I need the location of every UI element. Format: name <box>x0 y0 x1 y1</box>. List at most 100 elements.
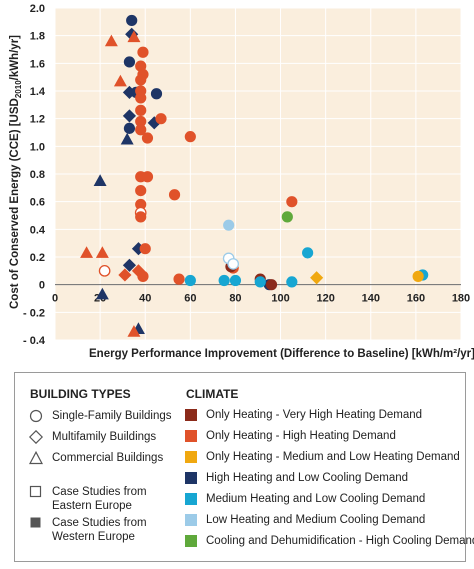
legend-label: Only Heating - Very High Heating Demand <box>206 409 423 421</box>
x-tick-label: 140 <box>362 293 380 305</box>
x-tick-label: 60 <box>184 293 196 305</box>
legend-climate-title: CLIMATE <box>186 387 239 401</box>
data-point-circle <box>227 258 240 270</box>
color-swatch-icon <box>185 514 197 526</box>
open-square-icon <box>29 485 43 499</box>
data-point-circle <box>184 131 196 143</box>
data-point-circle <box>123 122 136 134</box>
legend-label: High Heating and Low Cooling Demand <box>206 472 409 484</box>
x-tick-label: 80 <box>229 293 241 305</box>
data-point-circle <box>150 88 163 100</box>
data-point-triangle <box>104 34 118 47</box>
data-point-triangle <box>127 325 141 337</box>
legend-label: Only Heating - Medium and Low Heating De… <box>206 451 460 463</box>
open-triangle-icon <box>29 451 43 465</box>
data-point-circle <box>141 132 154 144</box>
y-axis-ticks: - 0.4 - 0.2 0 0.2 0.4 0.6 0.8 1.0 1.2 1.4 1.6 1.8 2.… <box>23 3 46 347</box>
x-tick-label: 0 <box>52 293 58 305</box>
data-point-triangle <box>95 287 109 300</box>
x-tick-label: 180 <box>452 293 470 305</box>
data-point-diamond <box>122 258 136 272</box>
x-tick-label: 40 <box>139 293 151 305</box>
data-point-circle <box>98 264 111 277</box>
data-point-circle <box>218 274 230 287</box>
y-tick-label: - 0.4 <box>23 335 46 347</box>
data-point-circle <box>135 211 147 223</box>
data-point-triangle <box>95 246 109 258</box>
color-swatch-icon <box>185 451 197 463</box>
data-point-circle <box>137 46 149 58</box>
legend-label: Medium Heating and Low Cooling Demand <box>206 493 426 505</box>
legend-label: Case Studies from Western Europe <box>52 517 147 543</box>
legend-item-climate: Medium Heating and Low Cooling Demand <box>185 493 425 505</box>
data-point-circle <box>135 104 147 116</box>
legend: BUILDING TYPES CLIMATE Single-Family Bui… <box>14 372 474 562</box>
data-point-circle <box>302 247 314 259</box>
legend-item-eastern-europe: Case Studies from Eastern Europe <box>29 485 147 513</box>
data-point-triangle <box>80 246 94 258</box>
data-point-triangle <box>113 74 127 87</box>
data-point-triangle <box>127 30 141 43</box>
legend-item-climate: Only Heating - High Heating Demand <box>185 430 396 442</box>
data-point-circle <box>254 276 266 288</box>
data-point-circle <box>281 211 293 223</box>
data-point-triangle <box>93 174 107 186</box>
y-tick-label: 0.8 <box>30 169 45 181</box>
color-swatch-icon <box>185 535 197 547</box>
data-point-circle <box>155 113 167 125</box>
data-point-circle <box>184 274 196 287</box>
data-point-circle <box>412 270 424 282</box>
legend-item-climate: Low Heating and Medium Cooling Demand <box>185 514 425 526</box>
data-point-circle <box>135 92 147 104</box>
data-point-circle <box>135 124 147 136</box>
legend-item-commercial: Commercial Buildings <box>29 451 163 465</box>
x-axis-label: Energy Performance Improvement (Differen… <box>89 348 474 360</box>
data-point-circle <box>286 276 298 288</box>
y-tick-label: 0.4 <box>30 224 46 236</box>
data-point-circle <box>265 279 278 291</box>
legend-label: Cooling and Dehumidification - High Cool… <box>206 535 474 547</box>
data-point-circle <box>139 243 151 255</box>
scatter-chart: - 0.4 - 0.2 0 0.2 0.4 0.6 0.8 1.0 1.2 1.4 1.6 1.8 2.… <box>9 3 474 360</box>
data-point-circle <box>286 196 298 208</box>
data-point-circle <box>141 171 154 183</box>
y-tick-label: 1.6 <box>30 58 45 70</box>
data-points <box>80 14 429 337</box>
color-swatch-icon <box>185 472 197 484</box>
data-point-circle <box>168 189 181 201</box>
data-point-triangle <box>120 132 134 145</box>
legend-item-western-europe: Case Studies from Western Europe <box>29 516 147 544</box>
y-axis-label: Cost of Conserved Energy (CCE) [USD2010/… <box>9 35 23 309</box>
y-tick-label: 0.6 <box>30 197 45 209</box>
data-point-circle <box>223 219 235 231</box>
legend-label: Single-Family Buildings <box>52 410 172 422</box>
color-swatch-icon <box>185 430 197 442</box>
legend-label: Low Heating and Medium Cooling Demand <box>206 514 426 526</box>
legend-item-climate: Cooling and Dehumidification - High Cool… <box>185 535 474 547</box>
y-tick-label: 0.2 <box>30 252 45 264</box>
y-tick-label: 1.4 <box>30 86 46 98</box>
open-diamond-icon <box>29 430 43 444</box>
data-point-circle <box>135 185 147 197</box>
legend-item-climate: Only Heating - Medium and Low Heating De… <box>185 451 460 463</box>
x-tick-label: 120 <box>316 293 334 305</box>
legend-item-multifamily: Multifamily Buildings <box>29 430 156 444</box>
data-point-diamond <box>122 109 136 123</box>
x-tick-label: 100 <box>271 293 289 305</box>
y-tick-label: 0 <box>39 280 45 292</box>
legend-label: Multifamily Buildings <box>52 431 157 443</box>
open-circle-icon <box>29 409 43 423</box>
data-point-circle <box>135 74 147 86</box>
data-point-diamond <box>118 268 132 282</box>
data-point-circle <box>123 56 136 68</box>
data-point-circle <box>173 273 185 285</box>
y-tick-label: 1.0 <box>30 141 45 153</box>
legend-item-single-family: Single-Family Buildings <box>29 409 172 423</box>
data-point-circle <box>126 14 138 27</box>
data-point-circle <box>229 274 242 287</box>
y-tick-label: - 0.2 <box>23 307 45 319</box>
legend-item-climate: High Heating and Low Cooling Demand <box>185 472 408 484</box>
y-tick-label: 2.0 <box>30 3 45 15</box>
legend-item-climate: Only Heating - Very High Heating Demand <box>185 409 422 421</box>
legend-label: Only Heating - High Heating Demand <box>206 430 396 442</box>
